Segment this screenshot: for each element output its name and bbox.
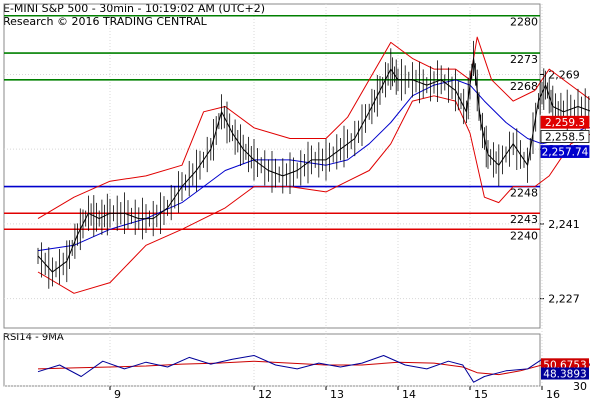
price-badge-label-price: 2,259.3 bbox=[545, 117, 585, 129]
level-label-2248: 2248 bbox=[510, 187, 538, 200]
price-badge-ma bbox=[540, 145, 590, 158]
rsi-y-tick-label-30: 30 bbox=[573, 380, 587, 393]
moving-average-line bbox=[37, 79, 590, 252]
rsi-ma-line bbox=[37, 360, 590, 376]
price-badge-plain bbox=[540, 130, 590, 143]
rsi-badge-rsi_ma bbox=[541, 358, 589, 371]
chart-subtitle: Research © 2016 TRADING CENTRAL bbox=[3, 15, 207, 28]
price-badge-label-plain: 2,258.5 bbox=[545, 132, 585, 144]
price-panel-frame bbox=[3, 3, 541, 329]
level-label-2273: 2273 bbox=[510, 53, 538, 66]
price-line bbox=[37, 57, 590, 273]
y-tick-label-2241: 2,241 bbox=[548, 218, 580, 231]
x-tick-label-13: 13 bbox=[330, 388, 344, 400]
level-label-2280: 2280 bbox=[510, 16, 538, 29]
level-label-2243: 2243 bbox=[510, 213, 538, 226]
rsi-badge-rsi bbox=[541, 367, 589, 380]
bollinger-upper-line bbox=[37, 36, 590, 220]
x-tick-label-9: 9 bbox=[114, 388, 121, 400]
x-tick-label-16: 16 bbox=[546, 388, 560, 400]
rsi-line bbox=[37, 355, 590, 383]
rsi-panel-frame bbox=[3, 333, 541, 387]
chart-title: E-MINI S&P 500 - 30min - 10:19:02 AM (UT… bbox=[3, 2, 265, 15]
x-tick-label-15: 15 bbox=[474, 388, 488, 400]
level-label-2268: 2268 bbox=[510, 80, 538, 93]
x-tick-label-12: 12 bbox=[258, 388, 272, 400]
y-tick-label-2227: 2,227 bbox=[548, 293, 580, 306]
rsi-badge-label-rsi: 48.3893 bbox=[543, 368, 586, 380]
x-tick-label-14: 14 bbox=[402, 388, 416, 400]
bollinger-lower-line bbox=[37, 95, 590, 294]
price-badge-price bbox=[540, 115, 590, 129]
rsi-panel-title: RSI14 - 9MA bbox=[3, 332, 64, 343]
level-label-2240: 2240 bbox=[510, 229, 538, 242]
price-badge-label-ma: 2,257.74 bbox=[542, 147, 589, 159]
y-tick-label-2269: 2,269 bbox=[548, 68, 580, 81]
